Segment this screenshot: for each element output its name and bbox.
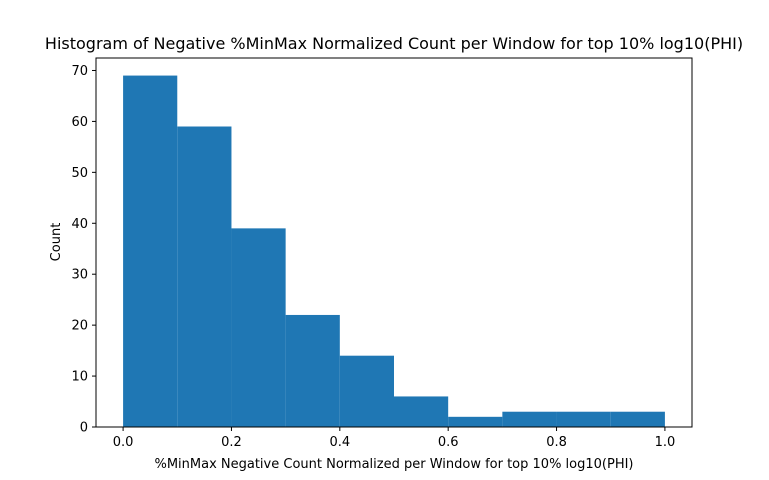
histogram-bar-3	[285, 314, 340, 427]
y-tick-label: 40	[71, 217, 88, 232]
x-tick-label: 0.4	[329, 435, 350, 450]
y-tick-label: 0	[80, 421, 88, 436]
histogram-bar-6	[448, 416, 503, 427]
y-tick-label: 20	[71, 319, 88, 334]
histogram-bar-0	[123, 75, 178, 428]
chart-title: Histogram of Negative %MinMax Normalized…	[45, 34, 743, 53]
y-axis: 0 10 20 30 40 50 60 70	[71, 64, 96, 436]
y-axis-label: Count	[49, 223, 64, 262]
histogram-bar-7	[502, 411, 557, 427]
x-tick-label: 0.6	[438, 435, 459, 450]
y-tick-label: 60	[71, 115, 88, 130]
histogram-bar-8	[556, 411, 611, 427]
y-tick-label: 70	[71, 64, 88, 79]
histogram-bar-2	[231, 228, 286, 427]
plot-frame	[95, 57, 693, 428]
y-tick-label: 10	[71, 370, 88, 385]
y-tick-label: 50	[71, 166, 88, 181]
x-tick-label: 0.0	[113, 435, 134, 450]
x-tick-label: 0.8	[546, 435, 567, 450]
x-tick-label: 0.2	[221, 435, 242, 450]
histogram-bar-5	[394, 396, 449, 427]
histogram-bar-9	[610, 411, 665, 427]
y-tick-label: 30	[71, 268, 88, 283]
bars-group	[123, 75, 665, 428]
x-axis-label: %MinMax Negative Count Normalized per Wi…	[154, 457, 633, 472]
histogram-bar-4	[339, 355, 394, 427]
x-tick-label: 1.0	[655, 435, 676, 450]
histogram-bar-1	[177, 126, 232, 427]
x-axis: 0.0 0.2 0.4 0.6 0.8 1.0	[113, 427, 676, 450]
